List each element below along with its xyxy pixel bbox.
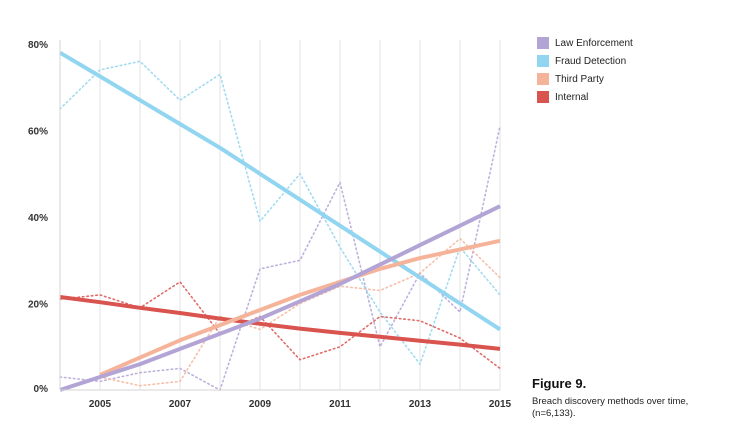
legend-item-fraud-detection: Fraud Detection bbox=[537, 52, 633, 70]
raw-line-law-enforcement bbox=[59, 125, 501, 392]
y-tick-label: 20% bbox=[28, 300, 48, 311]
y-tick-label: 40% bbox=[28, 213, 48, 224]
x-tick-label: 2015 bbox=[489, 399, 512, 410]
legend-swatch bbox=[537, 55, 549, 67]
raw-line-third-party bbox=[99, 237, 501, 387]
legend-item-internal: Internal bbox=[537, 88, 633, 106]
trend-line-internal bbox=[59, 295, 501, 351]
legend-swatch bbox=[537, 73, 549, 85]
legend-label: Law Enforcement bbox=[555, 37, 633, 49]
raw-line-fraud-detection bbox=[59, 60, 501, 366]
tick-labels: 0% 20% 40% 60% 80% 2005 2007 2009 2011 2013 2015 bbox=[28, 40, 512, 410]
trend-line-fraud-detection bbox=[58, 50, 502, 332]
legend-label: Third Party bbox=[555, 73, 604, 85]
x-tick-label: 2013 bbox=[409, 399, 432, 410]
legend-swatch bbox=[537, 37, 549, 49]
legend-label: Internal bbox=[555, 91, 589, 103]
trend-line-law-enforcement bbox=[59, 204, 501, 392]
figure-description: Breach discovery methods over time, (n=6… bbox=[532, 396, 689, 419]
x-tick-label: 2005 bbox=[89, 399, 112, 410]
figure-caption: Figure 9. Breach discovery methods over … bbox=[532, 376, 722, 420]
y-tick-label: 60% bbox=[28, 127, 48, 138]
legend-item-law-enforcement: Law Enforcement bbox=[537, 34, 633, 52]
x-tick-label: 2011 bbox=[329, 399, 351, 410]
x-tick-label: 2009 bbox=[249, 399, 272, 410]
figure-title: Figure 9. bbox=[532, 376, 587, 391]
legend-swatch bbox=[537, 91, 549, 103]
legend: Law Enforcement Fraud Detection Third Pa… bbox=[537, 34, 633, 106]
y-tick-label: 80% bbox=[28, 40, 48, 51]
raw-line-internal bbox=[59, 280, 501, 370]
axes bbox=[59, 40, 500, 391]
x-tick-label: 2007 bbox=[169, 399, 192, 410]
legend-item-third-party: Third Party bbox=[537, 70, 633, 88]
y-tick-label: 0% bbox=[34, 384, 49, 395]
trend-series-lines bbox=[58, 50, 502, 392]
trend-line-third-party bbox=[99, 238, 501, 377]
legend-label: Fraud Detection bbox=[555, 55, 627, 67]
